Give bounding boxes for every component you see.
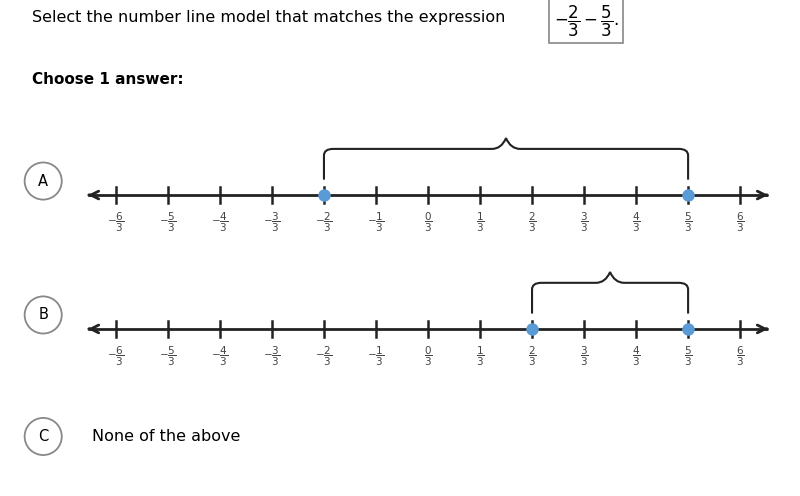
Text: Select the number line model that matches the expression: Select the number line model that matche… (32, 10, 506, 25)
Text: $\dfrac{5}{3}$: $\dfrac{5}{3}$ (684, 210, 692, 234)
Text: $\dfrac{5}{3}$: $\dfrac{5}{3}$ (684, 344, 692, 368)
Text: $-\dfrac{2}{3}$: $-\dfrac{2}{3}$ (315, 210, 333, 234)
Text: $\dfrac{1}{3}$: $\dfrac{1}{3}$ (476, 344, 484, 368)
Text: B: B (38, 308, 48, 322)
Text: $-\dfrac{6}{3}$: $-\dfrac{6}{3}$ (107, 344, 125, 368)
Text: None of the above: None of the above (92, 429, 240, 444)
Text: $\dfrac{4}{3}$: $\dfrac{4}{3}$ (632, 344, 640, 368)
Text: $-\dfrac{5}{3}$: $-\dfrac{5}{3}$ (159, 344, 177, 368)
Text: $-\dfrac{3}{3}$: $-\dfrac{3}{3}$ (263, 344, 281, 368)
Text: $\dfrac{1}{3}$: $\dfrac{1}{3}$ (476, 210, 484, 234)
Text: $\dfrac{6}{3}$: $\dfrac{6}{3}$ (736, 210, 745, 234)
Text: $-\dfrac{1}{3}$: $-\dfrac{1}{3}$ (367, 344, 385, 368)
Text: $-\dfrac{6}{3}$: $-\dfrac{6}{3}$ (107, 210, 125, 234)
Text: $-\dfrac{2}{3} - \dfrac{5}{3}$.: $-\dfrac{2}{3} - \dfrac{5}{3}$. (554, 3, 618, 39)
Text: $-\dfrac{1}{3}$: $-\dfrac{1}{3}$ (367, 210, 385, 234)
Text: A: A (38, 174, 48, 188)
Text: $-\dfrac{3}{3}$: $-\dfrac{3}{3}$ (263, 210, 281, 234)
Text: $\dfrac{0}{3}$: $\dfrac{0}{3}$ (424, 344, 432, 368)
Text: $-\dfrac{4}{3}$: $-\dfrac{4}{3}$ (211, 344, 229, 368)
Text: $\dfrac{4}{3}$: $\dfrac{4}{3}$ (632, 210, 640, 234)
Text: $\dfrac{3}{3}$: $\dfrac{3}{3}$ (580, 210, 588, 234)
Text: $\dfrac{0}{3}$: $\dfrac{0}{3}$ (424, 210, 432, 234)
Text: $\dfrac{2}{3}$: $\dfrac{2}{3}$ (528, 210, 536, 234)
Text: $\dfrac{3}{3}$: $\dfrac{3}{3}$ (580, 344, 588, 368)
Text: $-\dfrac{2}{3}$: $-\dfrac{2}{3}$ (315, 344, 333, 368)
Text: $-\dfrac{4}{3}$: $-\dfrac{4}{3}$ (211, 210, 229, 234)
Text: Choose 1 answer:: Choose 1 answer: (32, 72, 184, 87)
Text: $-\dfrac{5}{3}$: $-\dfrac{5}{3}$ (159, 210, 177, 234)
Text: $\dfrac{2}{3}$: $\dfrac{2}{3}$ (528, 344, 536, 368)
Text: C: C (38, 429, 48, 444)
Text: $\dfrac{6}{3}$: $\dfrac{6}{3}$ (736, 344, 745, 368)
